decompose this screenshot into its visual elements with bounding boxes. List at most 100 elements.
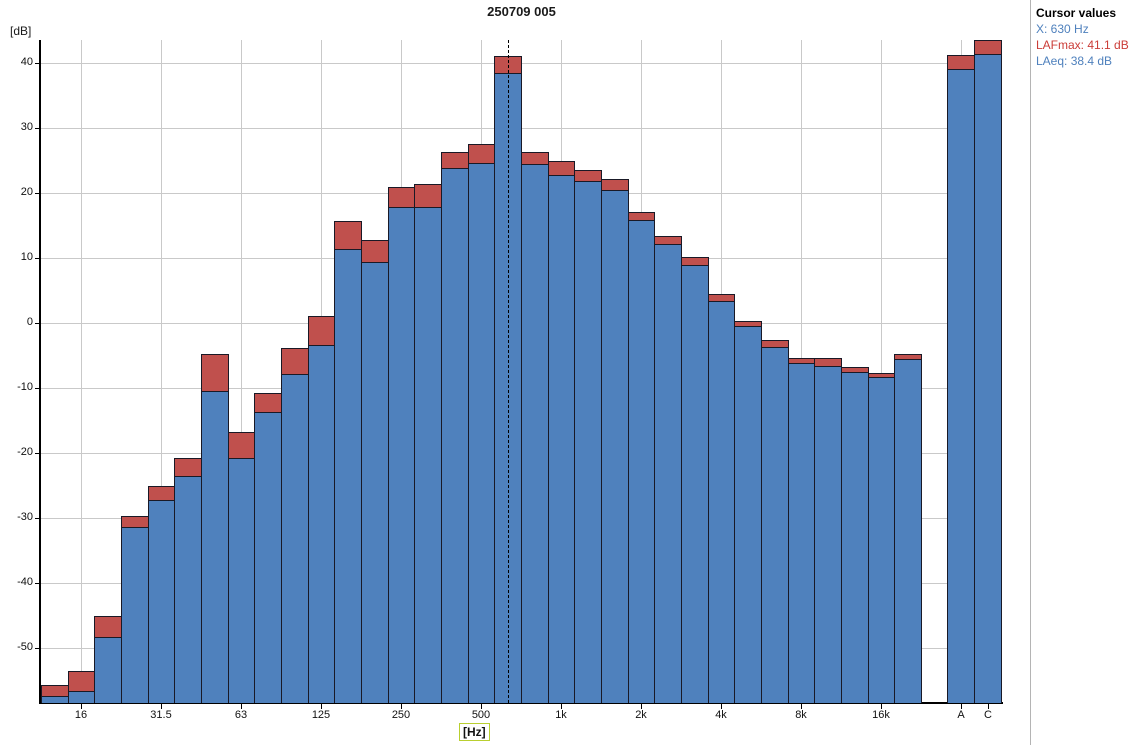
bar-laeq-200[interactable] — [361, 262, 389, 703]
bar-lafmax-16k[interactable] — [868, 373, 895, 378]
bar-lafmax-63[interactable] — [228, 432, 255, 459]
bar-laeq-1k[interactable] — [548, 175, 575, 703]
bar-laeq-100[interactable] — [281, 374, 309, 703]
bar-laeq-800[interactable] — [521, 164, 549, 703]
bar-lafmax-315[interactable] — [414, 184, 442, 208]
x-gridline — [241, 40, 242, 703]
bar-lafmax-1k[interactable] — [548, 161, 575, 176]
bar-laeq-1.6k[interactable] — [601, 190, 629, 703]
bar-laeq-500[interactable] — [468, 163, 495, 703]
x-tick-label: 63 — [234, 709, 248, 721]
bar-lafmax-1.25k[interactable] — [574, 170, 602, 182]
y-tick-mark — [35, 258, 40, 259]
bar-laeq-50[interactable] — [201, 391, 229, 703]
bar-lafmax-3.15k[interactable] — [681, 257, 709, 266]
y-tick-label: -40 — [17, 576, 33, 588]
x-tick-mark — [961, 704, 962, 709]
bar-lafmax-125[interactable] — [308, 316, 335, 346]
x-axis-unit-label[interactable]: [Hz] — [459, 723, 490, 741]
bar-lafmax-2k[interactable] — [628, 212, 655, 221]
bar-lafmax-25[interactable] — [121, 516, 149, 528]
x-tick-label: 31.5 — [150, 709, 172, 721]
bar-laeq-3.15k[interactable] — [681, 265, 709, 703]
x-tick-mark — [81, 704, 82, 709]
y-tick-label: 10 — [20, 251, 33, 263]
x-tick-mark — [801, 704, 802, 709]
x-tick-mark — [881, 704, 882, 709]
bar-laeq-6.3k[interactable] — [761, 347, 789, 703]
bar-lafmax-4k[interactable] — [708, 294, 735, 302]
bar-laeq-12.5[interactable] — [41, 696, 69, 703]
bar-lafmax-10k[interactable] — [814, 358, 842, 367]
bar-laeq-20k[interactable] — [894, 359, 922, 703]
bar-laeq-8k[interactable] — [788, 363, 815, 703]
bar-lafmax-80[interactable] — [254, 393, 282, 413]
bar-laeq-2k[interactable] — [628, 220, 655, 703]
bar-laeq-C[interactable] — [974, 54, 1002, 703]
x-tick-mark — [401, 704, 402, 709]
x-tick-mark — [481, 704, 482, 709]
bar-lafmax-400[interactable] — [441, 152, 469, 169]
bar-laeq-1.25k[interactable] — [574, 181, 602, 703]
bar-laeq-10k[interactable] — [814, 366, 842, 703]
x-tick-label: 125 — [311, 709, 331, 721]
bar-laeq-31.5[interactable] — [148, 500, 175, 703]
x-tick-label: 500 — [471, 709, 491, 721]
bar-laeq-20[interactable] — [94, 637, 122, 703]
cursor-values-panel: Cursor values X: 630 Hz LAFmax: 41.1 dB … — [1036, 5, 1136, 69]
panel-divider — [1030, 0, 1031, 745]
bar-lafmax-C[interactable] — [974, 40, 1002, 55]
bar-laeq-2.5k[interactable] — [654, 244, 682, 703]
bar-lafmax-50[interactable] — [201, 354, 229, 392]
x-tick-label: C — [984, 709, 992, 721]
bar-lafmax-16[interactable] — [68, 671, 95, 692]
plot-area — [41, 40, 1002, 703]
bar-laeq-80[interactable] — [254, 412, 282, 703]
bar-laeq-315[interactable] — [414, 207, 442, 703]
cursor-line[interactable] — [508, 40, 509, 703]
cursor-x-value: X: 630 Hz — [1036, 22, 1089, 36]
cursor-lafmax-value: LAFmax: 41.1 dB — [1036, 38, 1129, 52]
bar-laeq-4k[interactable] — [708, 301, 735, 703]
bar-laeq-160[interactable] — [334, 249, 362, 703]
bar-laeq-125[interactable] — [308, 345, 335, 703]
bar-lafmax-5k[interactable] — [734, 321, 762, 327]
bar-lafmax-250[interactable] — [388, 187, 415, 208]
bar-lafmax-1.6k[interactable] — [601, 179, 629, 191]
bar-laeq-63[interactable] — [228, 458, 255, 703]
bar-lafmax-160[interactable] — [334, 221, 362, 250]
x-tick-label: 16 — [74, 709, 88, 721]
y-tick-mark — [35, 63, 40, 64]
bar-lafmax-200[interactable] — [361, 240, 389, 263]
bar-lafmax-100[interactable] — [281, 348, 309, 375]
bar-lafmax-12.5[interactable] — [41, 685, 69, 697]
y-tick-label: 20 — [20, 186, 33, 198]
x-tick-mark — [561, 704, 562, 709]
bar-laeq-16[interactable] — [68, 691, 95, 703]
bar-laeq-A[interactable] — [947, 69, 975, 703]
y-tick-mark — [35, 388, 40, 389]
bar-lafmax-A[interactable] — [947, 55, 975, 70]
y-tick-mark — [35, 323, 40, 324]
bar-lafmax-20k[interactable] — [894, 354, 922, 360]
bar-lafmax-31.5[interactable] — [148, 486, 175, 501]
bar-laeq-12.5k[interactable] — [841, 372, 869, 703]
x-tick-mark — [321, 704, 322, 709]
bar-laeq-16k[interactable] — [868, 377, 895, 703]
x-tick-label: A — [957, 709, 965, 721]
bar-laeq-25[interactable] — [121, 527, 149, 703]
bar-laeq-400[interactable] — [441, 168, 469, 703]
bar-laeq-40[interactable] — [174, 476, 202, 703]
bar-lafmax-8k[interactable] — [788, 358, 815, 364]
x-tick-mark — [161, 704, 162, 709]
bar-laeq-250[interactable] — [388, 207, 415, 703]
bar-lafmax-40[interactable] — [174, 458, 202, 477]
bar-lafmax-2.5k[interactable] — [654, 236, 682, 245]
bar-laeq-5k[interactable] — [734, 326, 762, 703]
bar-lafmax-800[interactable] — [521, 152, 549, 165]
bar-lafmax-500[interactable] — [468, 144, 495, 164]
bar-lafmax-20[interactable] — [94, 616, 122, 638]
bar-lafmax-6.3k[interactable] — [761, 340, 789, 348]
bar-lafmax-12.5k[interactable] — [841, 367, 869, 373]
